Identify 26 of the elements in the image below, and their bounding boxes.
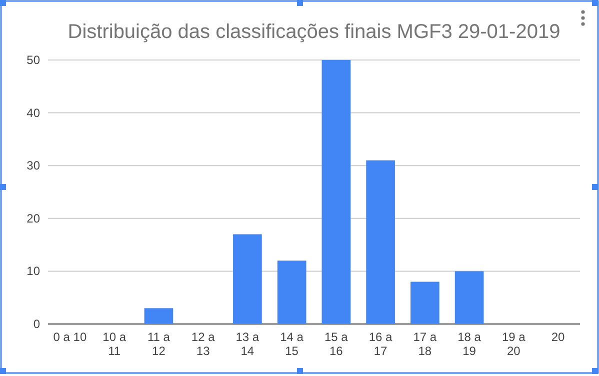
bar	[322, 60, 351, 324]
bar	[410, 282, 440, 324]
y-tick-label: 0	[33, 317, 40, 331]
bar	[233, 234, 262, 324]
y-tick-label: 40	[26, 106, 40, 120]
y-tick-label: 20	[26, 211, 40, 226]
x-tick-label: 13 a 14	[236, 330, 260, 358]
x-tick-label: 19 a 20	[502, 330, 526, 358]
chart-title: Distribuição das classificações finais MGF3 29-01-2019	[68, 21, 560, 43]
y-tick-label: 30	[26, 158, 40, 173]
bar	[277, 260, 306, 324]
bar	[366, 160, 395, 324]
x-tick-label: 17 a 18	[413, 330, 437, 358]
x-tick-label: 15 a 16	[324, 330, 348, 358]
x-tick-label: 11 a 12	[147, 330, 170, 358]
x-tick-label: 12 a 13	[191, 330, 216, 358]
x-tick-label: 14 a 15	[280, 330, 304, 358]
x-tick-label: 10 a 11	[102, 330, 126, 358]
x-tick-label: 0 a 10	[53, 330, 87, 344]
y-tick-label: 10	[26, 264, 40, 278]
y-tick-label: 50	[26, 53, 40, 67]
x-tick-label: 20	[551, 330, 566, 344]
bar	[454, 271, 484, 324]
x-tick-label: 18 a 19	[458, 330, 482, 358]
x-tick-label: 16 a 17	[368, 330, 393, 358]
bar	[144, 308, 174, 324]
